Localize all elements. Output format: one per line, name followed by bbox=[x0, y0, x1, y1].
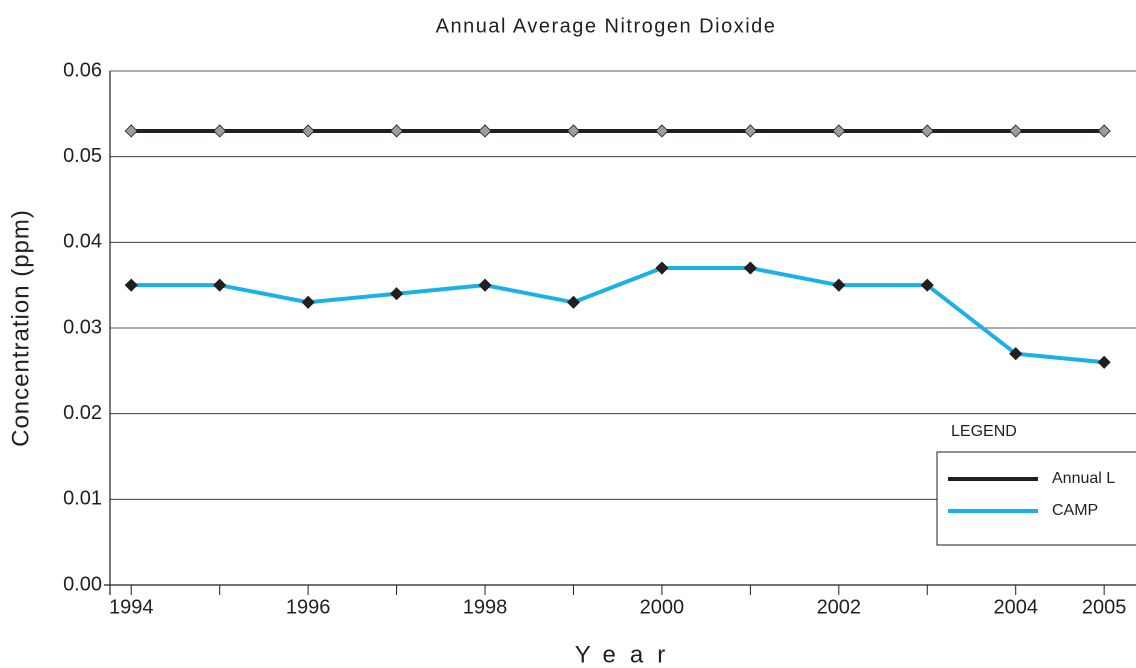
data-point bbox=[566, 124, 581, 138]
data-point bbox=[301, 124, 315, 138]
y-tick-label: 0.01 bbox=[63, 488, 102, 510]
x-tick-label: 2005 bbox=[1082, 596, 1127, 618]
data-point bbox=[213, 124, 227, 138]
data-point bbox=[655, 261, 669, 275]
y-axis-label: Concentration (ppm) bbox=[7, 209, 34, 447]
legend-box bbox=[936, 451, 1136, 546]
y-tick-label: 0.04 bbox=[63, 231, 102, 253]
legend-title: LEGEND bbox=[951, 423, 1017, 440]
y-tick-label: 0.00 bbox=[63, 573, 102, 595]
data-point bbox=[920, 278, 934, 292]
x-tick-label: 1996 bbox=[286, 596, 331, 618]
data-point bbox=[1009, 124, 1023, 138]
data-point bbox=[390, 124, 404, 138]
data-point bbox=[1009, 347, 1023, 361]
data-point bbox=[1097, 355, 1111, 369]
data-point bbox=[390, 287, 404, 301]
y-tick-label: 0.05 bbox=[63, 145, 102, 167]
data-point bbox=[1097, 124, 1111, 138]
data-point bbox=[124, 124, 138, 138]
chart-title: Annual Average Nitrogen Dioxide bbox=[436, 15, 777, 37]
data-point bbox=[743, 261, 757, 275]
y-tick-label: 0.03 bbox=[63, 316, 102, 338]
x-tick-label: 2000 bbox=[640, 596, 685, 618]
legend-label: Annual L bbox=[1052, 470, 1115, 487]
y-tick-label: 0.06 bbox=[63, 59, 102, 81]
data-point bbox=[655, 124, 669, 138]
series-line bbox=[131, 266, 1105, 365]
x-tick-label: 2004 bbox=[993, 596, 1038, 618]
data-point bbox=[832, 278, 846, 292]
data-point bbox=[213, 278, 227, 292]
x-tick-label: 1994 bbox=[109, 596, 154, 618]
data-point bbox=[124, 278, 138, 292]
data-point bbox=[478, 278, 492, 292]
data-point bbox=[566, 295, 581, 309]
y-tick-label: 0.02 bbox=[63, 402, 102, 424]
x-axis-label: Year bbox=[575, 641, 680, 668]
x-tick-label: 2002 bbox=[817, 596, 862, 618]
data-point bbox=[920, 124, 934, 138]
data-point bbox=[301, 295, 315, 309]
data-point bbox=[832, 124, 846, 138]
data-point bbox=[743, 124, 757, 138]
data-point bbox=[478, 124, 492, 138]
x-tick-label: 1998 bbox=[463, 596, 508, 618]
legend-label: CAMP bbox=[1052, 502, 1098, 519]
